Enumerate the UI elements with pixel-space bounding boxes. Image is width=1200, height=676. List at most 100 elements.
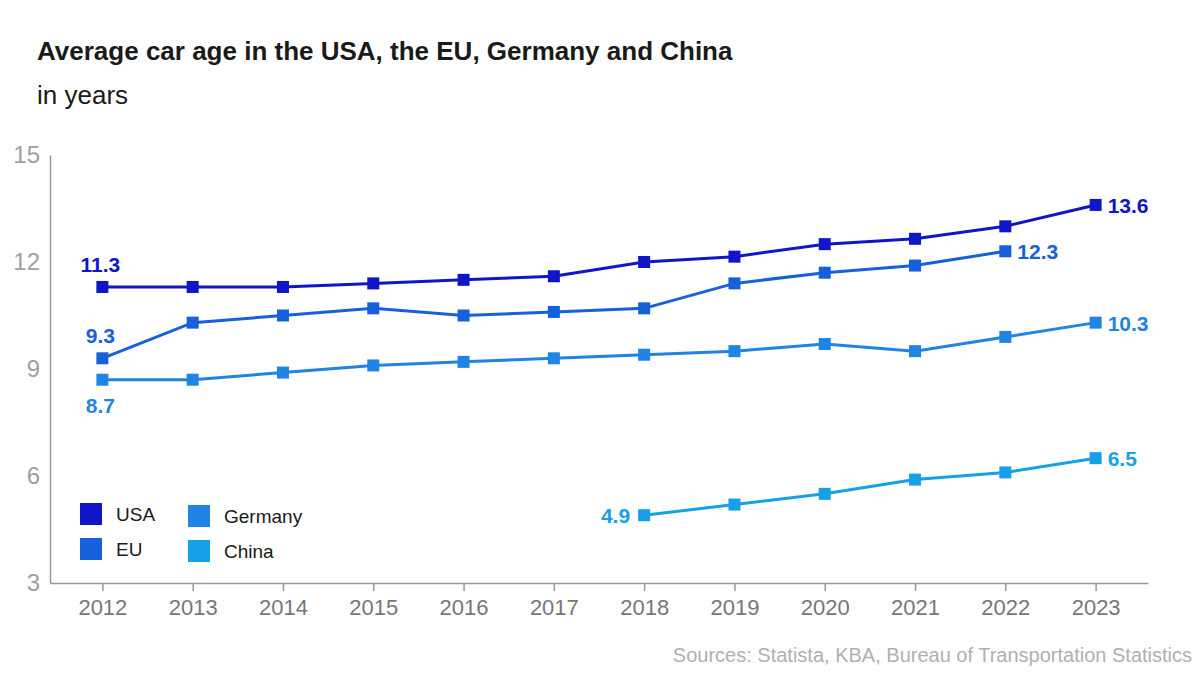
chart: Average car age in the USA, the EU, Germ… (0, 0, 1200, 676)
marker (999, 245, 1011, 257)
marker (999, 220, 1011, 232)
marker (638, 256, 650, 268)
data-label: 9.3 (86, 324, 115, 347)
x-tick-mark (734, 583, 736, 591)
x-tick-label: 2021 (891, 595, 940, 620)
data-label: 11.3 (81, 253, 121, 276)
legend-swatch (80, 503, 102, 525)
legend-label: EU (116, 539, 142, 560)
y-tick-label: 9 (27, 355, 40, 382)
marker (728, 345, 740, 357)
marker (96, 281, 108, 293)
legend-label: China (224, 541, 274, 562)
marker (277, 281, 289, 293)
marker (96, 374, 108, 386)
marker (999, 331, 1011, 343)
x-tick-label: 2018 (620, 595, 669, 620)
x-tick-label: 2020 (801, 595, 850, 620)
y-tick-label: 12 (13, 248, 40, 275)
marker (367, 277, 379, 289)
x-tick-mark (1095, 583, 1097, 591)
marker (909, 474, 921, 486)
y-axis: 3 6 9 12 15 (13, 141, 50, 596)
x-tick-label: 2013 (169, 595, 218, 620)
marker (548, 306, 560, 318)
x-tick-label: 2015 (349, 595, 398, 620)
x-tick: 2014 (259, 583, 308, 620)
marker (999, 466, 1011, 478)
series-line (102, 205, 1095, 287)
x-tick-mark (1005, 583, 1007, 591)
x-tick: 2022 (981, 583, 1030, 620)
legend-label: Germany (224, 506, 303, 527)
x-axis: 2012 2013 2014 2015 2016 2017 2018 2019 2020 2021… (51, 583, 1149, 620)
y-tick-label: 3 (27, 569, 40, 596)
x-tick: 2018 (620, 583, 669, 620)
x-tick-mark (463, 583, 465, 591)
legend-swatch (80, 538, 102, 560)
data-label: 4.9 (601, 504, 630, 527)
y-tick: 9 (27, 355, 50, 382)
x-tick-label: 2017 (530, 595, 579, 620)
x-tick-mark (554, 583, 556, 591)
data-label: 8.7 (86, 394, 115, 417)
y-tick-label: 15 (13, 141, 40, 168)
marker (819, 488, 831, 500)
marker (187, 281, 199, 293)
x-tick-mark (915, 583, 917, 591)
x-tick: 2012 (78, 583, 127, 620)
plot-area (96, 199, 1101, 521)
marker (187, 317, 199, 329)
data-label: 12.3 (1017, 240, 1058, 263)
y-tick: 3 (27, 569, 50, 596)
marker (548, 352, 560, 364)
marker (909, 260, 921, 272)
x-tick-mark (644, 583, 646, 591)
source: Sources: Statista, KBA, Bureau of Transp… (673, 644, 1192, 666)
marker (277, 367, 289, 379)
series-line (644, 458, 1095, 515)
x-tick: 2016 (440, 583, 489, 620)
marker (187, 374, 199, 386)
x-tick-mark (824, 583, 826, 591)
x-axis-line (51, 583, 1149, 585)
y-tick: 15 (13, 141, 50, 168)
marker (548, 270, 560, 282)
data-label: 6.5 (1108, 447, 1138, 470)
marker (728, 499, 740, 511)
x-tick: 2023 (1072, 583, 1121, 620)
x-tick-label: 2014 (259, 595, 308, 620)
marker (728, 277, 740, 289)
x-tick: 2015 (349, 583, 398, 620)
y-axis-line (50, 156, 52, 584)
x-tick: 2013 (169, 583, 218, 620)
x-tick: 2019 (710, 583, 759, 620)
x-tick-label: 2012 (78, 595, 127, 620)
y-tick: 12 (13, 248, 50, 275)
legend-swatch (188, 505, 210, 527)
marker (96, 352, 108, 364)
x-tick-mark (102, 583, 104, 591)
marker (1090, 199, 1102, 211)
marker (819, 238, 831, 250)
marker (909, 345, 921, 357)
data-label: 10.3 (1108, 312, 1149, 335)
series-line (102, 251, 1005, 358)
legend-swatch (188, 540, 210, 562)
marker (1090, 317, 1102, 329)
marker (638, 509, 650, 521)
marker (367, 359, 379, 371)
legend: USA EU Germany China (80, 503, 303, 562)
marker (819, 267, 831, 279)
x-tick-mark (283, 583, 285, 591)
title: Average car age in the USA, the EU, Germ… (37, 36, 733, 66)
y-tick-label: 6 (27, 462, 40, 489)
x-tick-label: 2023 (1072, 595, 1121, 620)
x-tick-mark (192, 583, 194, 591)
series-line (102, 323, 1095, 380)
marker (638, 302, 650, 314)
x-tick: 2021 (891, 583, 940, 620)
legend-label: USA (116, 504, 155, 525)
marker (1090, 452, 1102, 464)
marker (277, 310, 289, 322)
